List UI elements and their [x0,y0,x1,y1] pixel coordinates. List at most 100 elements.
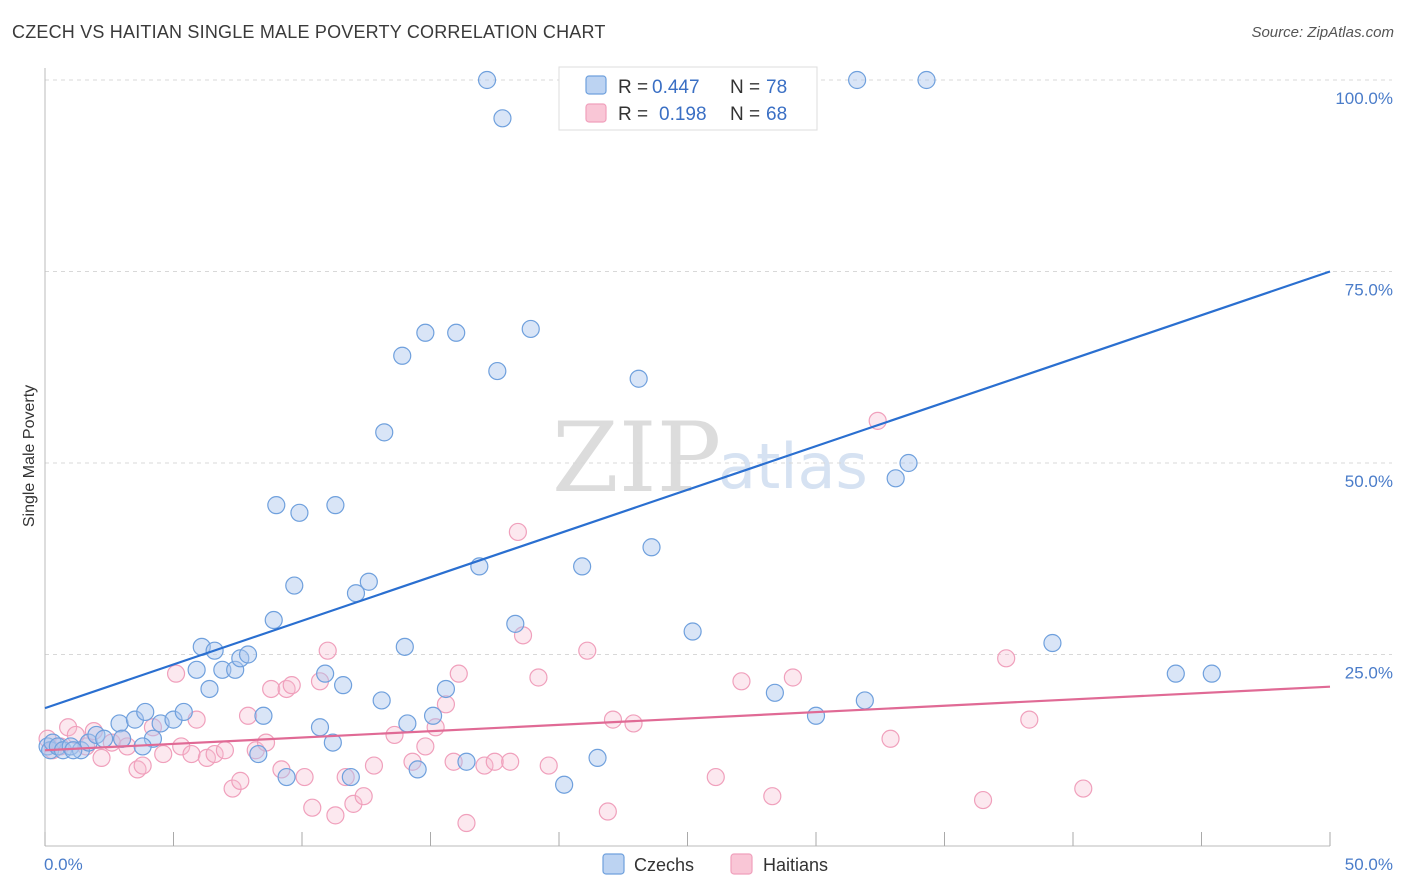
czechs-point [372,691,391,710]
czechs-point [1166,664,1185,683]
czechs-point [277,767,296,787]
czechs-point [398,714,417,733]
haitians-point [172,737,191,756]
haitians-point [997,649,1016,668]
legend-swatch-czechs [585,75,607,95]
haitians-points [38,411,1093,833]
czechs-point [477,70,497,90]
czechs-point [1043,633,1062,653]
czechs-point [316,664,335,683]
legend-czechs-r-label: R = [618,77,648,98]
czechs-point [285,576,304,595]
czechs-point [187,660,206,679]
czechs-point [264,610,283,630]
x-axis-ticks [44,832,1331,846]
chart-title: CZECH VS HAITIAN SINGLE MALE POVERTY COR… [12,22,606,42]
haitians-point [436,695,456,714]
haitians-point [763,787,782,806]
czechs-point [375,423,394,442]
watermark-atlas: atlas [718,430,868,503]
legend-czechs-n-label: N = [730,77,760,98]
haitians-point [262,679,281,699]
haitians-point [205,744,224,764]
haitians-point [598,802,617,821]
haitians-point [295,767,314,787]
czechs-point [457,752,476,771]
legend-haitians-r-label: R = [618,104,648,125]
czechs-point [71,741,91,760]
czechs-point [423,706,443,725]
czechs-point [174,702,193,722]
y-tick-label-50: 50.0% [1345,472,1393,491]
czechs-point [249,744,268,764]
czechs-point [1202,664,1221,683]
haitians-point [344,794,363,813]
czechs-point [855,691,874,710]
haitians-point [223,779,242,798]
x-tick-label-max: 50.0% [1345,855,1393,874]
czechs-point [323,733,342,752]
czechs-point [393,346,412,365]
czechs-point [64,741,83,760]
haitians-point [238,706,258,725]
czechs-point [642,538,661,557]
czechs-point [110,714,129,733]
czechs-point [848,70,867,90]
haitians-point [624,714,643,733]
czechs-point [488,361,507,381]
haitians-point [508,522,527,542]
czechs-point [238,645,258,664]
czechs-point [408,760,427,779]
bottom-legend-czechs: Czechs [634,855,694,875]
czechs-trend-line [44,270,1331,710]
y-axis-label: Single Male Poverty [21,385,38,527]
legend-haitians-n-value: 68 [766,104,787,125]
haitians-point [603,710,623,729]
czechs-points [38,70,1221,794]
haitians-point [881,729,900,748]
haitians-point [475,756,494,775]
legend-haitians-n-label: N = [730,104,760,125]
haitians-point [501,752,520,771]
czechs-point [334,676,353,695]
czechs-point [917,70,936,90]
trend-lines [44,270,1331,752]
czechs-point [200,679,219,699]
haitians-point [578,641,597,660]
czechs-point [125,710,145,729]
czechs-point [447,323,466,342]
y-tick-label-25: 25.0% [1345,664,1393,683]
czechs-point [359,572,378,591]
czechs-point [493,109,512,128]
haitians-point [457,813,476,833]
haitians-point [336,767,355,787]
correlation-legend: R = 0.447 N = 78 R = 0.198 N = 68 [558,66,818,131]
haitians-point [59,718,78,737]
czechs-point [555,775,574,794]
haitians-point [318,641,337,660]
czechs-point [416,323,435,342]
haitians-point [215,741,234,760]
haitians-point [326,806,345,825]
haitians-point [133,756,152,775]
haitians-point [364,756,384,775]
haitians-point [529,668,548,687]
haitians-trend-line [44,685,1331,752]
czechs-point [521,319,540,339]
czechs-point [341,767,360,787]
haitians-point [416,737,435,756]
haitians-point [385,725,404,745]
czechs-point [326,496,345,515]
czechs-point [886,469,905,488]
legend-swatch-haitians [585,103,607,123]
czechs-point [765,683,784,702]
czechs-point [226,660,245,679]
bottom-legend-swatch-haitians [730,853,753,875]
haitians-point [868,411,887,430]
x-tick-label-min: 0.0% [44,855,83,874]
y-tick-label-75: 75.0% [1345,281,1393,300]
czechs-point [95,729,114,748]
haitians-point [282,676,301,695]
czechs-point [136,702,155,722]
